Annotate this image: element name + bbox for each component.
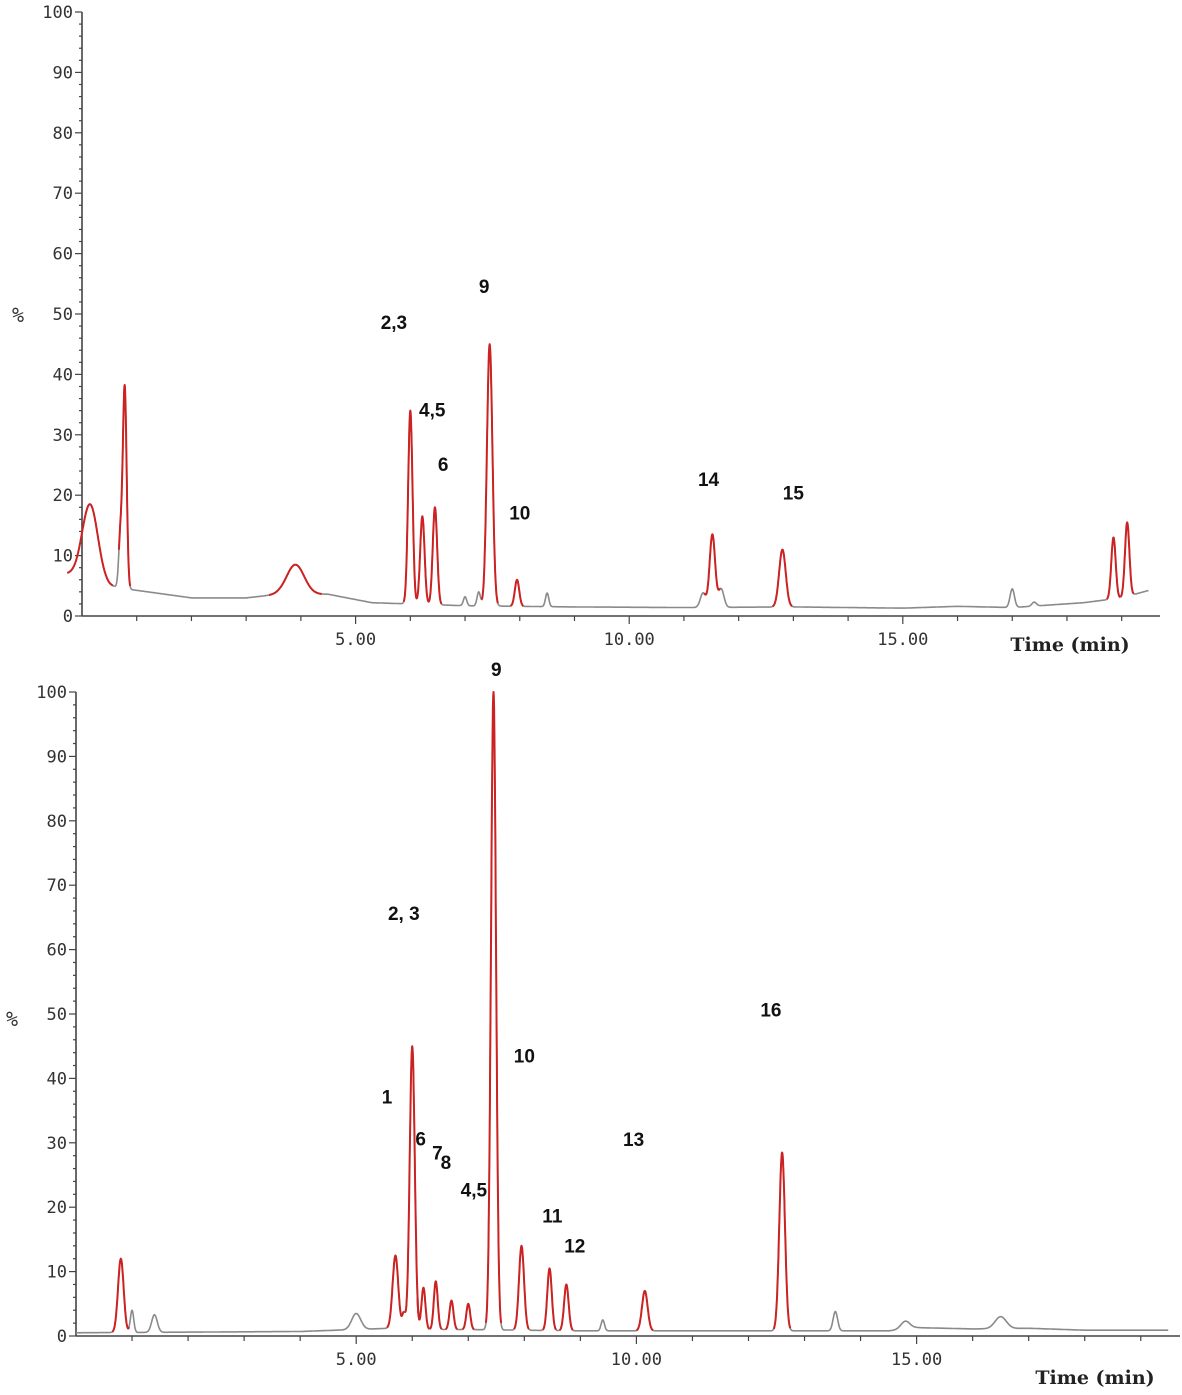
y-tick-label: 90 xyxy=(47,747,67,767)
peak-mark xyxy=(771,548,793,608)
chromatogram-trace xyxy=(81,343,1149,609)
peak-mark xyxy=(444,1299,459,1331)
y-tick-label: 100 xyxy=(42,3,73,23)
peak-label: 10 xyxy=(509,503,530,524)
peak-mark xyxy=(111,1257,130,1333)
peak-mark xyxy=(461,1302,475,1331)
peak-label: 10 xyxy=(514,1046,535,1067)
peak-mark xyxy=(513,1244,530,1330)
peak-label: 2,3 xyxy=(381,313,407,334)
y-tick-label: 30 xyxy=(47,1134,67,1154)
y-tick-label: 60 xyxy=(47,941,67,961)
peak-mark xyxy=(1119,521,1135,598)
y-tick-label: 60 xyxy=(53,245,73,265)
peak-mark xyxy=(414,515,430,603)
peak-label: 9 xyxy=(479,277,490,298)
peak-label: 11 xyxy=(542,1207,563,1228)
y-tick-label: 30 xyxy=(53,426,73,446)
peak-label: 12 xyxy=(564,1236,585,1257)
chromatogram-bottom: 0 10 20 30 40 50 60 70 80 90 100 5.00 10.00 15.00% Tim… xyxy=(6,660,1180,1389)
y-axis-label: % xyxy=(12,303,24,327)
x-tick-label: 15.00 xyxy=(877,630,928,650)
peak-label: 6 xyxy=(415,1129,426,1150)
x-tick-label: 15.00 xyxy=(891,1350,942,1370)
peak-label: 4,5 xyxy=(419,401,446,422)
peak-mark xyxy=(402,409,418,602)
y-tick-label: 10 xyxy=(53,547,73,567)
peak-mark xyxy=(558,1283,574,1331)
peak-mark xyxy=(772,1151,792,1330)
y-tick-label: 40 xyxy=(53,365,73,385)
y-tick-label: 50 xyxy=(47,1005,67,1025)
peak-mark xyxy=(117,384,132,587)
y-tick-label: 0 xyxy=(63,607,73,627)
y-tick-label: 100 xyxy=(36,683,67,703)
y-tick-label: 0 xyxy=(57,1327,67,1347)
peak-mark xyxy=(416,1286,431,1330)
peak-mark xyxy=(635,1289,654,1332)
x-tick-label: 5.00 xyxy=(335,630,376,650)
peak-label: 4,5 xyxy=(461,1180,488,1201)
y-tick-label: 40 xyxy=(47,1069,67,1089)
peak-mark xyxy=(66,503,114,587)
x-tick-label: 10.00 xyxy=(604,630,655,650)
peak-label: 15 xyxy=(783,483,805,504)
peak-mark xyxy=(427,506,443,605)
y-axis-label: % xyxy=(6,1007,18,1031)
y-tick-label: 80 xyxy=(47,812,67,832)
chromatogram-top: 0 10 20 30 40 50 60 70 80 90 100 5.00 10.00 15.00% Tim… xyxy=(12,3,1160,656)
y-tick-label: 20 xyxy=(47,1198,67,1218)
peak-label: 7 xyxy=(432,1144,443,1165)
peak-label: 14 xyxy=(698,470,720,491)
x-tick-label: 5.00 xyxy=(336,1350,377,1370)
peak-mark xyxy=(386,1254,405,1329)
peak-mark xyxy=(509,578,524,607)
peak-mark xyxy=(404,1045,421,1321)
chromatogram-trace xyxy=(75,691,1169,1334)
y-tick-label: 10 xyxy=(47,1263,67,1283)
x-tick-label: 10.00 xyxy=(611,1350,662,1370)
y-tick-label: 90 xyxy=(53,63,73,83)
peak-label: 16 xyxy=(760,1001,781,1022)
y-tick-label: 70 xyxy=(47,876,67,896)
y-tick-label: 50 xyxy=(53,305,73,325)
y-tick-label: 80 xyxy=(53,124,73,144)
peak-label: 6 xyxy=(438,455,449,476)
x-axis-label: Time (min) xyxy=(1035,1367,1154,1389)
x-axis-label: Time (min) xyxy=(1010,634,1129,656)
peak-label: 9 xyxy=(491,660,502,681)
peak-mark xyxy=(542,1267,557,1331)
peak-mark xyxy=(480,343,499,604)
peak-mark xyxy=(268,563,323,596)
peak-label: 1 xyxy=(382,1088,393,1109)
y-tick-label: 20 xyxy=(53,486,73,506)
peak-mark xyxy=(1106,536,1121,600)
peak-label: 13 xyxy=(623,1130,644,1151)
peak-mark xyxy=(429,1280,443,1330)
peak-mark xyxy=(484,691,503,1324)
peak-label: 8 xyxy=(441,1153,452,1174)
peak-mark xyxy=(703,533,721,596)
y-tick-label: 70 xyxy=(53,184,73,204)
peak-label: 2, 3 xyxy=(388,904,420,925)
